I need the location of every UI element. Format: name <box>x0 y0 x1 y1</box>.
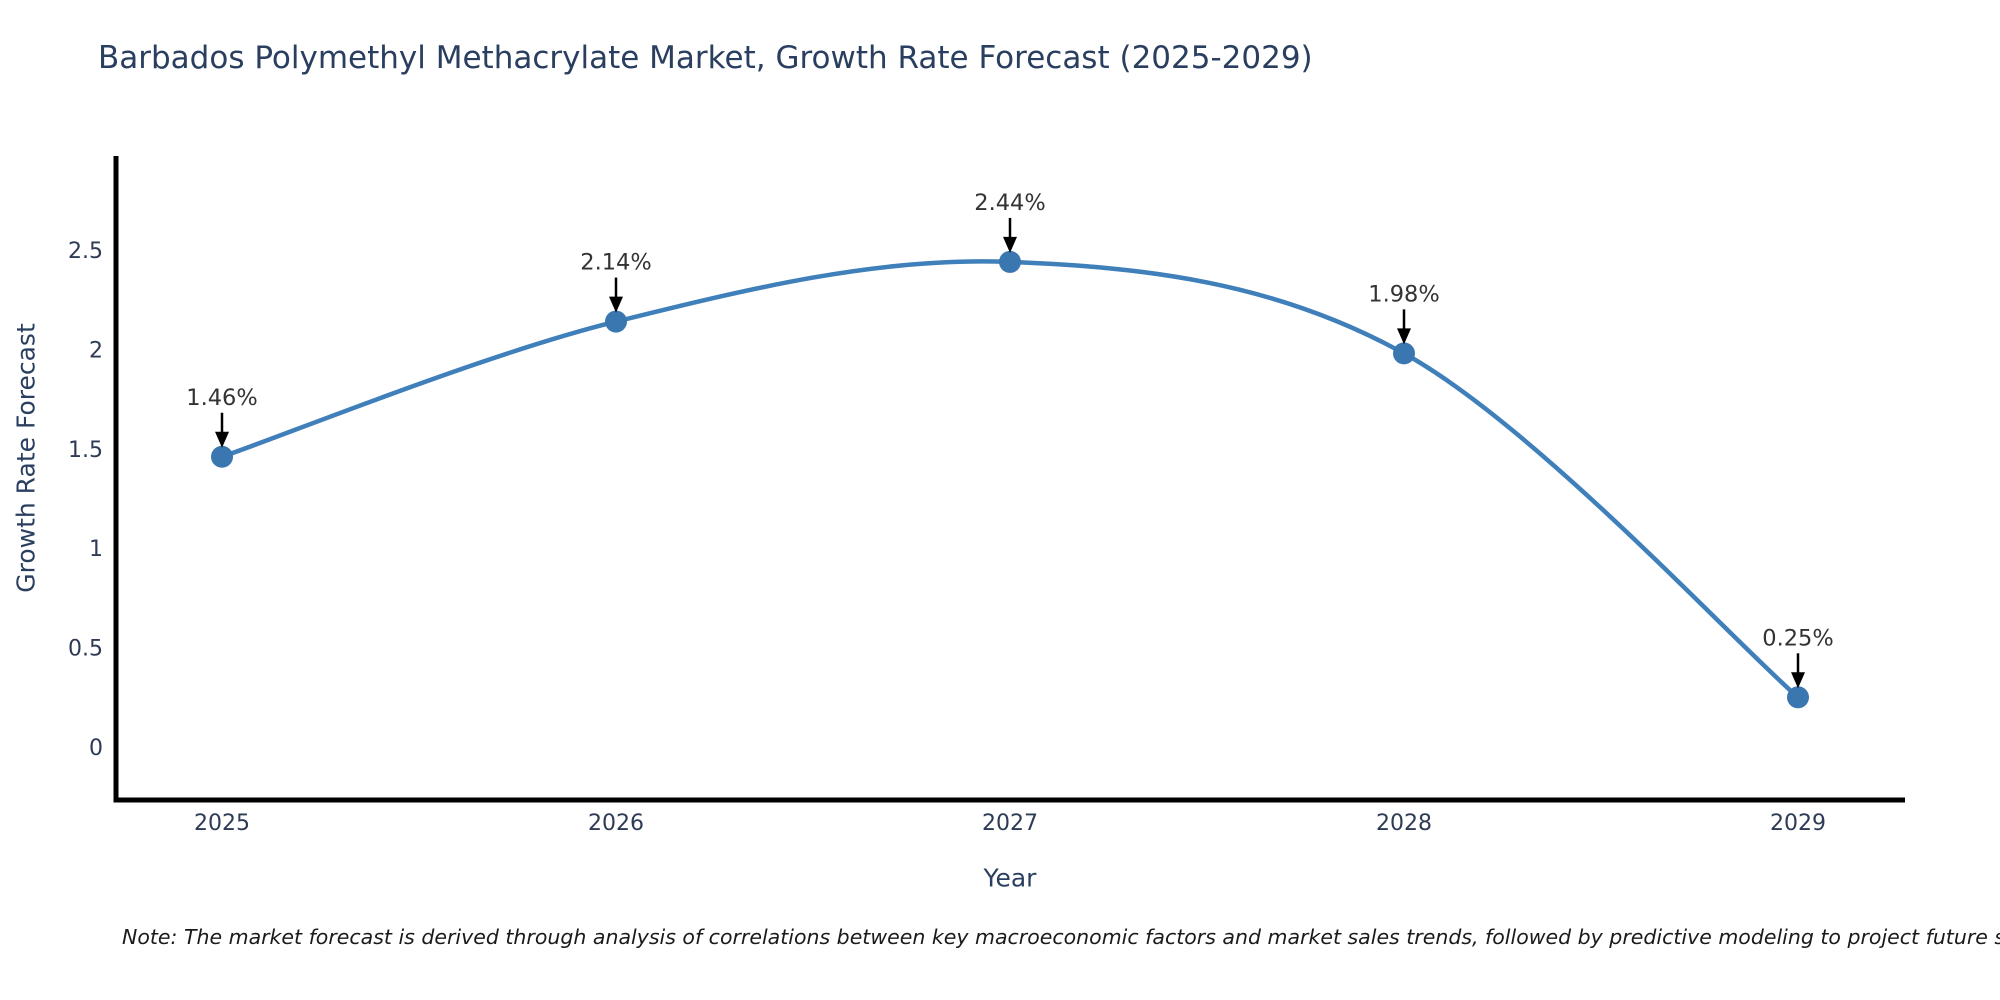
annotation-label: 0.25% <box>1762 625 1833 651</box>
y-tick-label: 0 <box>89 736 103 761</box>
y-tick-label: 0.5 <box>68 637 103 662</box>
x-tick-label: 2026 <box>588 811 644 836</box>
annotation-label: 1.98% <box>1368 281 1439 307</box>
x-tick-label: 2029 <box>1770 811 1826 836</box>
annotation-arrow-head <box>1791 672 1805 689</box>
x-tick-label: 2025 <box>194 811 250 836</box>
annotation-label: 2.44% <box>974 190 1045 216</box>
x-axis-title: Year <box>983 863 1037 893</box>
data-point-marker <box>1393 342 1415 365</box>
trend-line <box>219 259 1801 700</box>
chart-title: Barbados Polymethyl Methacrylate Market,… <box>98 40 1313 76</box>
y-tick-label: 2 <box>89 338 103 363</box>
y-tick-label: 1 <box>89 537 103 562</box>
annotation-arrow-head <box>215 431 229 448</box>
annotation-label: 1.46% <box>186 385 257 411</box>
annotation-label: 2.14% <box>580 250 651 276</box>
footnote: Note: The market forecast is derived thr… <box>122 925 2000 949</box>
data-point-marker <box>211 445 233 468</box>
x-tick-label: 2028 <box>1376 811 1432 836</box>
annotation-arrow-head <box>1397 328 1411 345</box>
y-tick-label: 1.5 <box>68 438 103 463</box>
annotation-arrow-head <box>609 296 623 313</box>
data-point-marker <box>999 250 1021 273</box>
annotation-arrow-head <box>1003 236 1017 253</box>
data-point-marker <box>605 310 627 333</box>
y-tick-label: 2.5 <box>68 239 103 264</box>
y-axis-title: Growth Rate Forecast <box>11 323 41 593</box>
x-tick-label: 2027 <box>982 811 1038 836</box>
data-point-marker <box>1787 686 1809 709</box>
